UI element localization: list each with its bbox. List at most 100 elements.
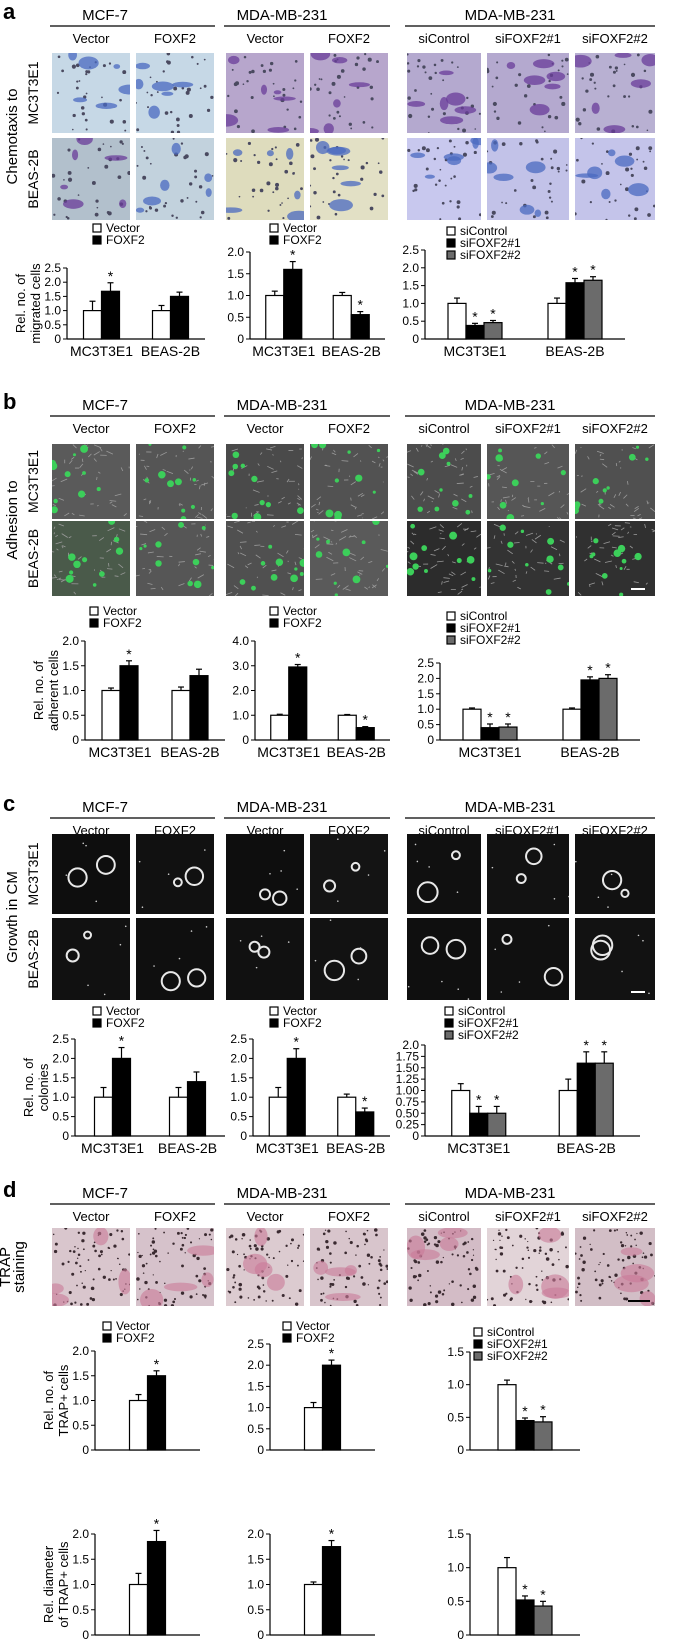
cell-dot — [561, 65, 564, 68]
y-tick-label: 2.0 — [230, 1051, 247, 1065]
cell-dot — [268, 162, 273, 167]
bar — [332, 294, 352, 340]
speck — [359, 947, 362, 949]
fibroblast — [58, 497, 65, 501]
cell-dot — [143, 150, 146, 152]
image-content — [575, 53, 655, 133]
fibroblast — [237, 529, 244, 534]
nucleus-dot — [119, 1292, 123, 1297]
cell-dot — [310, 154, 315, 159]
green-cell — [634, 552, 642, 561]
bar — [558, 1089, 578, 1137]
cell-dot — [242, 83, 245, 86]
cell-dot — [623, 95, 626, 98]
x-category-label: BEAS-2B — [326, 1140, 385, 1156]
nucleus-dot — [173, 1297, 177, 1301]
cell-dot — [67, 170, 72, 175]
nucleus-dot — [378, 1292, 381, 1295]
image-content — [310, 138, 385, 220]
green-cell — [193, 580, 202, 589]
stained-cell — [491, 139, 499, 152]
green-cell — [158, 470, 166, 479]
y-tick-label: 1.5 — [230, 1071, 247, 1085]
fibroblast — [461, 584, 468, 588]
fibroblast — [118, 528, 126, 532]
stained-cell — [136, 78, 144, 90]
cell-dot — [495, 76, 499, 80]
speck — [607, 906, 609, 908]
nucleus-dot — [115, 1278, 117, 1280]
nucleus-dot — [578, 1258, 581, 1260]
micrograph-image — [136, 53, 214, 133]
y-tick-label: 0 — [457, 1443, 464, 1457]
cell-dot — [313, 191, 317, 195]
cell-dot — [442, 79, 445, 82]
cell-dot — [97, 147, 102, 152]
nucleus-dot — [255, 1247, 259, 1251]
cell-dot — [322, 201, 325, 203]
nucleus-dot — [92, 1244, 96, 1248]
fibroblast — [587, 456, 590, 460]
cell-dot — [314, 138, 320, 142]
cell-dot — [648, 146, 653, 151]
group-title: MDA-MB-231 — [465, 397, 556, 414]
fibroblast — [277, 501, 282, 504]
y-tick-label: 2.5 — [247, 1337, 264, 1351]
nucleus-dot — [606, 1264, 610, 1267]
cell-dot — [493, 110, 497, 113]
cell-dot — [336, 110, 340, 114]
nucleus-dot — [344, 1251, 347, 1255]
fibroblast — [411, 532, 415, 536]
nucleus-dot — [549, 1248, 553, 1252]
fibroblast — [98, 537, 105, 541]
cell-dot — [496, 116, 500, 121]
fibroblast — [60, 478, 68, 483]
nucleus-dot — [630, 1234, 633, 1237]
fibroblast — [164, 532, 168, 537]
micrograph-image — [575, 138, 655, 220]
fibroblast — [461, 450, 465, 454]
panel-letter: c — [3, 791, 15, 816]
nucleus-dot — [234, 1238, 238, 1241]
stained-cell — [443, 153, 464, 161]
cell-dot — [136, 102, 137, 104]
fibroblast — [457, 590, 463, 595]
micrograph-image — [136, 138, 214, 220]
nucleus-dot — [76, 1284, 78, 1287]
nucleus-dot — [278, 1250, 281, 1253]
fibroblast — [323, 536, 331, 541]
micrograph-image — [226, 834, 304, 914]
nucleus-dot — [505, 1228, 508, 1232]
cell-dot — [63, 178, 65, 181]
fibroblast — [198, 445, 202, 449]
green-cell — [361, 540, 366, 545]
stained-cell — [76, 138, 93, 146]
fibroblast — [407, 476, 410, 478]
cell-dot — [154, 208, 159, 212]
cell-dot — [492, 101, 497, 107]
fibroblast — [539, 508, 546, 512]
speck — [337, 900, 339, 902]
nucleus-dot — [87, 1259, 90, 1261]
fibroblast — [239, 545, 243, 550]
fibroblast — [430, 444, 432, 447]
fibroblast — [350, 481, 356, 486]
cell-dot — [648, 109, 653, 114]
column-label: siFOXF2#2 — [582, 31, 648, 46]
row-title: staining — [11, 1241, 28, 1293]
speck — [491, 866, 494, 869]
fibroblast — [188, 457, 195, 460]
colony — [172, 877, 183, 888]
stained-cell — [628, 183, 649, 197]
speck — [637, 934, 640, 937]
nucleus-dot — [184, 1252, 186, 1254]
fibroblast — [380, 511, 385, 515]
bar — [533, 1421, 553, 1451]
cell-dot — [547, 53, 551, 57]
nucleus-dot — [81, 1239, 85, 1243]
y-tick-label: 1.0 — [44, 304, 61, 318]
speck — [103, 993, 106, 996]
green-cell — [593, 538, 599, 544]
speck — [553, 843, 556, 846]
